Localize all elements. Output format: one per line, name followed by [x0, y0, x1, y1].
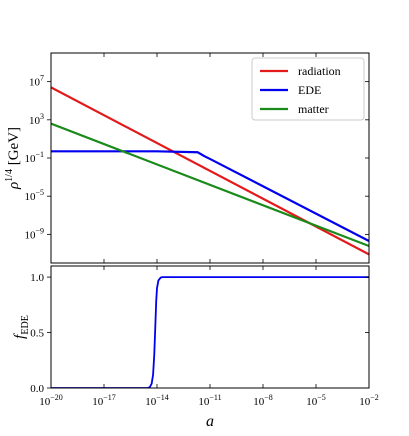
- y-tick-label: 0.0: [30, 383, 44, 395]
- ede-fraction-marks: [51, 276, 369, 388]
- energy-density-y-axis-label: ρ1/4 [GeV]: [4, 127, 22, 190]
- ede-fraction-ticks: 10−20 10−17 10−14 10−11 10−8 10−5 10−2 0.0 0.5 1.…: [30, 266, 379, 408]
- y-tick-label: 10−9: [24, 226, 44, 241]
- ede-fraction-frame: [50, 265, 370, 389]
- y-tick-label: 1.0: [30, 272, 44, 284]
- series-line-ede: [51, 150, 369, 243]
- legend: radiation EDE matter: [251, 57, 365, 121]
- x-tick-label: 10−11: [198, 393, 221, 408]
- x-tick-label: 10−2: [359, 393, 379, 408]
- energy-density-y-ticks: 107 103 10−1 10−5 10−9: [24, 53, 370, 263]
- y-tick-label: 10−1: [24, 150, 44, 165]
- energy-density-panel: 107 103 10−1 10−5 10−9 radiation EDE matter ρ1…: [4, 52, 370, 264]
- x-tick-label: 10−20: [39, 393, 63, 408]
- y-tick-label: 10−5: [24, 188, 44, 203]
- ede-fraction-y-axis-label: fEDE: [12, 315, 31, 339]
- series-line-f-ede: [51, 276, 369, 388]
- legend-label-matter: matter: [298, 102, 329, 116]
- ede-fraction-panel: 10−20 10−17 10−14 10−11 10−8 10−5 10−2 0.0 0.5 1.…: [12, 265, 379, 430]
- legend-label-ede: EDE: [298, 83, 321, 97]
- y-tick-label: 107: [29, 74, 44, 89]
- series-line-matter: [51, 122, 369, 248]
- x-tick-label: 10−14: [145, 393, 169, 408]
- legend-box: [251, 57, 365, 121]
- x-tick-label: 10−8: [253, 393, 273, 408]
- legend-label-radiation: radiation: [298, 64, 341, 78]
- y-tick-label: 0.5: [30, 328, 44, 340]
- x-axis-label: a: [206, 413, 214, 430]
- energy-density-marks: [51, 86, 369, 256]
- y-tick-label: 103: [29, 112, 44, 127]
- x-tick-label: 10−5: [306, 393, 326, 408]
- x-tick-label: 10−17: [92, 393, 116, 408]
